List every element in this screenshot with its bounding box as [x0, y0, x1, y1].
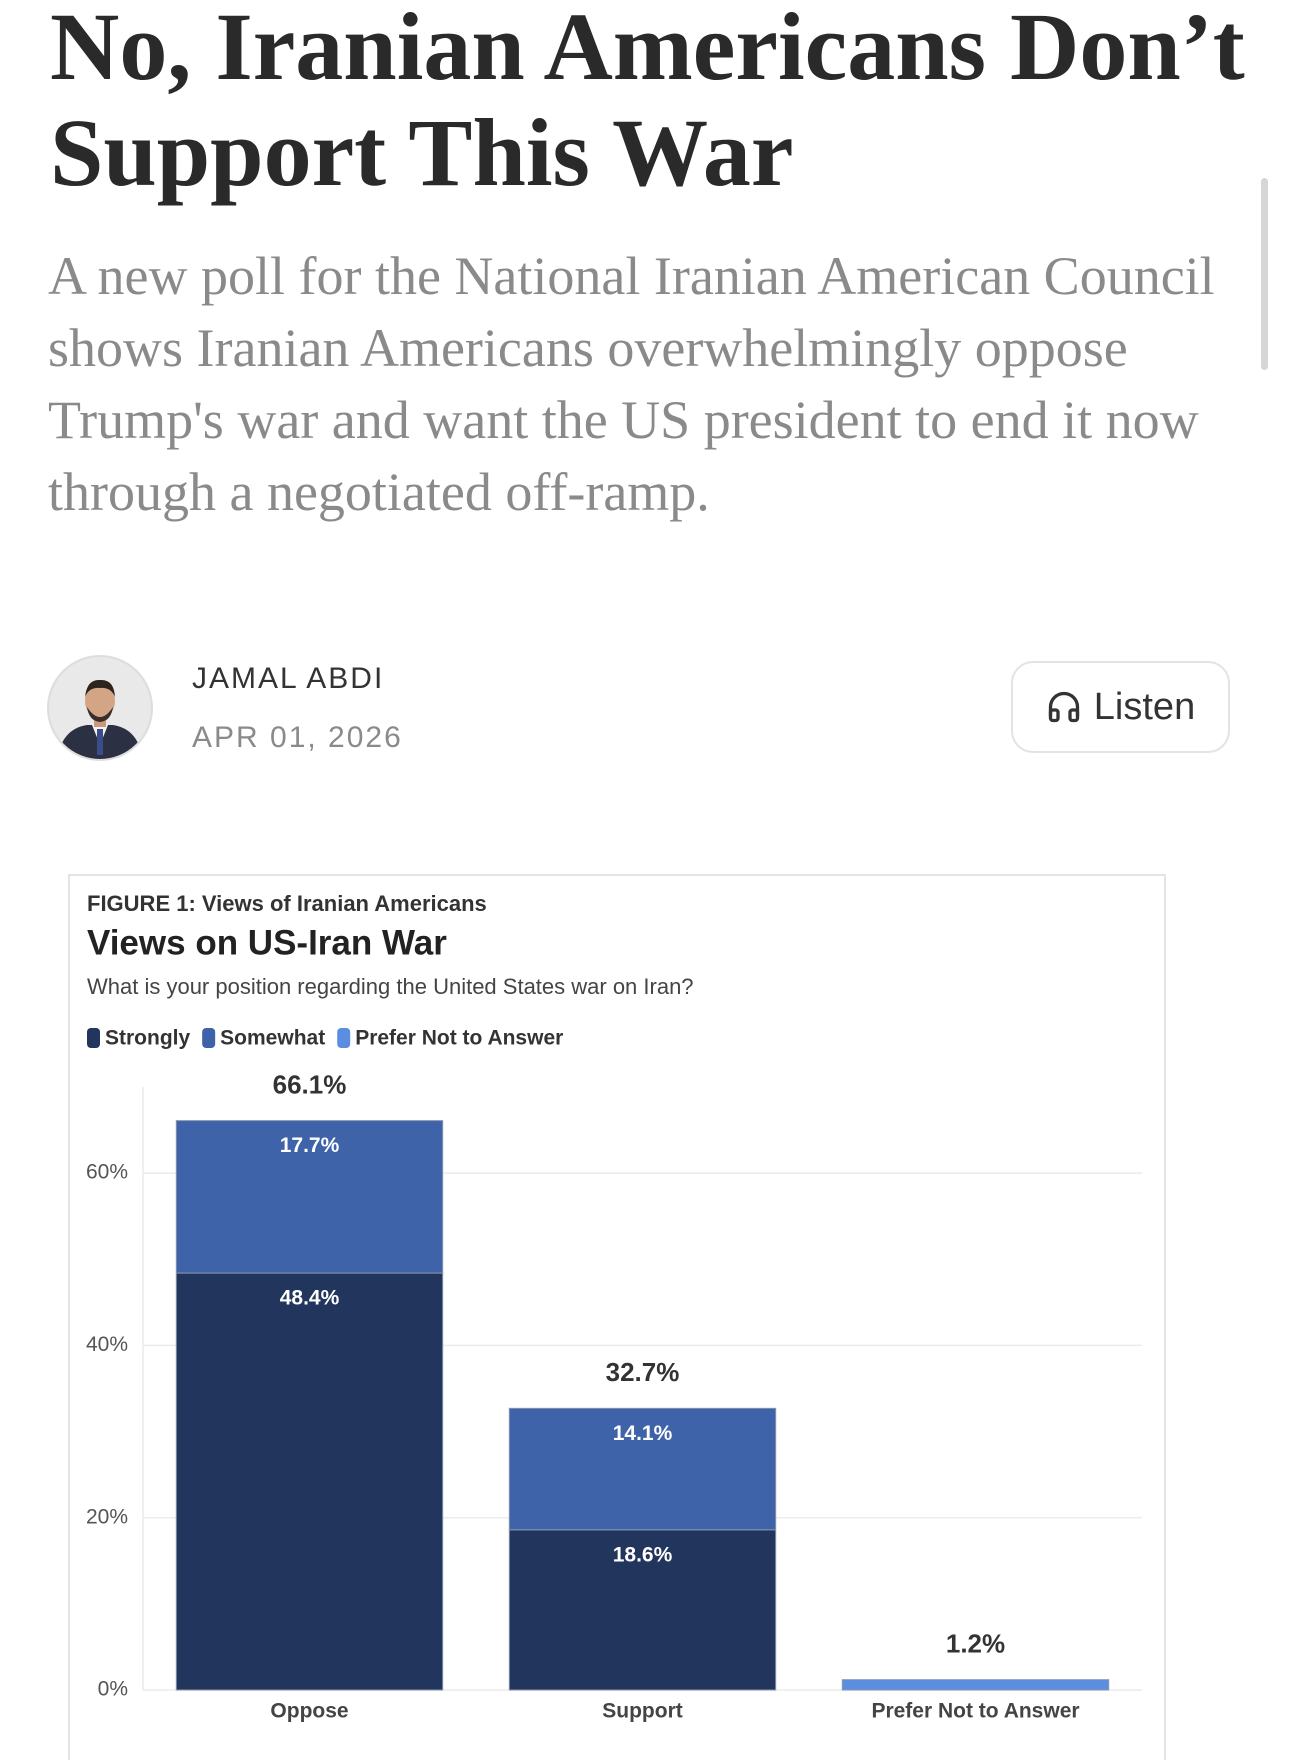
article-title: No, Iranian Americans Don’t Support This… [50, 0, 1245, 206]
legend-label: Somewhat [220, 1027, 325, 1050]
x-tick-label: Prefer Not to Answer [871, 1700, 1079, 1723]
chart-subtitle: What is your position regarding the Unit… [87, 974, 694, 999]
bar-segment [508, 1529, 777, 1691]
bar-segment [508, 1407, 777, 1531]
y-tick-label: 40% [86, 1333, 128, 1356]
value-label: 17.7% [280, 1134, 340, 1157]
chart-title: Views on US-Iran War [87, 923, 447, 962]
x-tick-label: Oppose [270, 1700, 348, 1723]
legend: Strongly Somewhat Prefer Not to Answer [87, 1027, 563, 1050]
listen-button[interactable]: Listen [1011, 661, 1230, 753]
listen-label: Listen [1093, 685, 1196, 728]
y-tick-label: 20% [86, 1505, 128, 1528]
y-tick-label: 60% [86, 1161, 128, 1184]
value-label: 14.1% [613, 1422, 673, 1445]
total-label: 1.2% [946, 1629, 1005, 1659]
bar-segment [841, 1679, 1110, 1691]
author-avatar [47, 655, 153, 761]
total-label: 32.7% [606, 1357, 680, 1387]
y-tick-label: 0% [98, 1678, 128, 1701]
legend-swatch [87, 1028, 100, 1048]
scrollbar[interactable] [1261, 178, 1268, 370]
headphones-icon [1048, 691, 1079, 723]
legend-label: Prefer Not to Answer [355, 1027, 563, 1050]
value-label: 48.4% [280, 1287, 340, 1310]
x-tick-label: Support [602, 1700, 682, 1723]
bar-segment [175, 1120, 444, 1274]
author-name[interactable]: JAMAL ABDI [192, 662, 385, 695]
legend-swatch [337, 1028, 351, 1048]
figure-label: FIGURE 1: Views of Iranian Americans [87, 891, 487, 916]
legend-label: Strongly [105, 1027, 190, 1050]
legend-swatch [202, 1028, 216, 1048]
value-label: 18.6% [613, 1543, 673, 1566]
article-subtitle: A new poll for the National Iranian Amer… [48, 246, 1215, 522]
publish-date: APR 01, 2026 [192, 721, 403, 754]
bar-segment [175, 1272, 444, 1691]
total-label: 66.1% [273, 1069, 347, 1099]
